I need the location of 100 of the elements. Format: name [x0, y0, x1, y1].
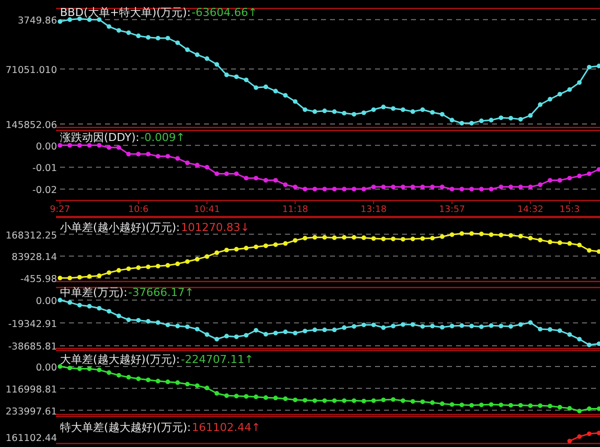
point: [185, 382, 190, 386]
point: [538, 403, 542, 408]
point: [390, 184, 396, 190]
point: [342, 325, 346, 330]
point: [156, 36, 160, 40]
point: [371, 236, 376, 241]
point: [420, 400, 425, 404]
point: [194, 256, 200, 262]
point: [538, 238, 542, 242]
point: [254, 85, 258, 90]
point: [440, 184, 444, 190]
point: [548, 327, 552, 332]
point: [136, 152, 141, 156]
x-tick-label: 10:41: [194, 205, 220, 215]
point: [264, 243, 268, 248]
point: [332, 186, 337, 192]
point: [479, 324, 484, 330]
point: [244, 176, 248, 180]
point: [410, 322, 416, 327]
point: [214, 391, 220, 396]
point: [577, 434, 582, 439]
point: [450, 402, 454, 407]
y-tick-label: -38685.81: [8, 342, 57, 353]
point: [77, 302, 82, 308]
point: [371, 322, 376, 328]
y-tick-label: 0.00: [36, 141, 57, 152]
point: [352, 112, 356, 117]
point: [371, 398, 376, 403]
point: [528, 403, 533, 408]
point: [498, 115, 504, 120]
point: [273, 242, 278, 247]
x-tick-label: 11:18: [282, 205, 308, 215]
point: [371, 107, 376, 112]
chart-title: 大单差(越大越好)(万元):: [60, 353, 180, 366]
point: [68, 366, 72, 370]
point: [450, 232, 454, 237]
point: [548, 240, 552, 244]
point: [488, 402, 494, 407]
y-tick-label: -19342.91: [8, 318, 57, 330]
point: [166, 322, 170, 328]
point: [166, 263, 170, 268]
point: [273, 396, 278, 400]
chart-title: BBD(大单+特大单)(万元):: [60, 6, 191, 19]
point: [342, 235, 346, 240]
point: [362, 398, 366, 404]
point: [87, 274, 92, 279]
point: [254, 328, 258, 333]
point: [175, 324, 180, 328]
point: [58, 19, 62, 24]
point: [488, 186, 494, 192]
point: [508, 184, 514, 190]
point: [322, 328, 327, 332]
point: [175, 380, 180, 385]
point: [332, 109, 337, 114]
point: [596, 430, 600, 436]
x-tick-label: 15:3: [559, 205, 580, 215]
point: [596, 64, 600, 68]
point: [273, 178, 278, 183]
point: [166, 36, 170, 40]
point: [136, 318, 141, 323]
chart-title: 中单差(万元):: [60, 286, 128, 299]
point: [528, 320, 533, 325]
point: [106, 270, 112, 275]
point: [136, 265, 141, 270]
point: [469, 402, 474, 408]
point: [106, 24, 112, 29]
x-tick-label: 13:18: [360, 205, 387, 215]
point: [58, 364, 62, 369]
point: [577, 80, 582, 85]
point: [430, 324, 435, 328]
point: [126, 152, 131, 156]
point: [204, 254, 210, 259]
point: [126, 374, 131, 380]
point: [596, 249, 600, 254]
point: [234, 74, 239, 80]
y-tick-label: 145852.06: [6, 120, 57, 131]
point: [479, 118, 484, 124]
point: [518, 116, 523, 122]
chart-subtitle: -224707.11↑: [180, 353, 254, 366]
y-tick-label: 116998.81: [6, 384, 57, 396]
y-tick-label: 0.00: [36, 362, 57, 374]
chart-subtitle: -0.009↑: [140, 131, 186, 144]
point: [224, 248, 229, 252]
point: [312, 186, 318, 192]
point: [204, 164, 210, 170]
point: [488, 232, 494, 237]
point: [362, 110, 366, 116]
point: [214, 336, 220, 342]
point: [116, 373, 122, 378]
point: [332, 398, 337, 403]
point: [146, 264, 150, 270]
point: [283, 330, 288, 334]
point: [469, 231, 474, 236]
point: [194, 326, 200, 332]
point: [283, 182, 288, 187]
point: [264, 84, 268, 90]
point: [479, 402, 484, 408]
point: [538, 182, 542, 187]
point: [96, 273, 102, 278]
y-tick-label: 0.00: [36, 296, 57, 308]
